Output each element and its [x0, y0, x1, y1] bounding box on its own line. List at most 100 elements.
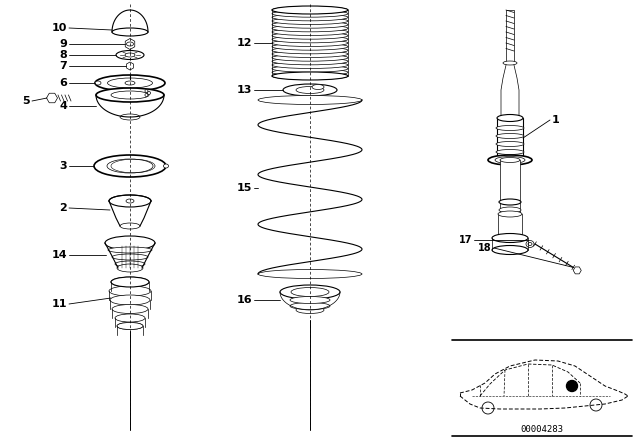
Bar	[497, 118, 523, 160]
Ellipse shape	[272, 6, 348, 14]
Ellipse shape	[488, 155, 532, 165]
Ellipse shape	[296, 306, 324, 314]
Ellipse shape	[272, 51, 348, 57]
Ellipse shape	[96, 88, 164, 102]
Ellipse shape	[290, 302, 330, 310]
Ellipse shape	[272, 10, 348, 17]
Ellipse shape	[111, 277, 149, 287]
Ellipse shape	[503, 61, 517, 65]
Ellipse shape	[272, 73, 348, 79]
Ellipse shape	[272, 47, 348, 54]
Ellipse shape	[495, 156, 525, 164]
Text: 7: 7	[60, 61, 67, 71]
Ellipse shape	[272, 7, 348, 13]
Ellipse shape	[492, 233, 528, 242]
Text: 13: 13	[237, 85, 252, 95]
Ellipse shape	[272, 39, 348, 47]
Ellipse shape	[497, 115, 523, 121]
Ellipse shape	[280, 285, 340, 299]
Circle shape	[145, 90, 148, 92]
Ellipse shape	[499, 207, 521, 213]
Ellipse shape	[117, 323, 143, 329]
Ellipse shape	[497, 156, 523, 164]
Ellipse shape	[115, 314, 145, 322]
Ellipse shape	[126, 199, 134, 203]
Ellipse shape	[258, 95, 362, 104]
Text: 17: 17	[458, 235, 472, 245]
Ellipse shape	[312, 85, 324, 90]
Circle shape	[145, 94, 148, 96]
Ellipse shape	[109, 286, 151, 296]
Ellipse shape	[272, 21, 348, 28]
Text: 9: 9	[59, 39, 67, 49]
Ellipse shape	[95, 75, 165, 91]
Bar	[498, 214, 522, 238]
Circle shape	[590, 399, 602, 411]
Ellipse shape	[94, 155, 166, 177]
Circle shape	[482, 402, 494, 414]
Ellipse shape	[272, 54, 348, 61]
Ellipse shape	[272, 72, 348, 80]
Ellipse shape	[272, 58, 348, 65]
Ellipse shape	[107, 159, 153, 173]
Ellipse shape	[498, 211, 522, 217]
Ellipse shape	[120, 223, 140, 229]
Text: 1: 1	[552, 115, 560, 125]
Ellipse shape	[258, 270, 362, 279]
Ellipse shape	[117, 323, 143, 329]
Ellipse shape	[272, 65, 348, 72]
Ellipse shape	[272, 29, 348, 35]
Text: 14: 14	[51, 250, 67, 260]
Ellipse shape	[108, 247, 152, 253]
Text: 16: 16	[236, 295, 252, 305]
Text: 11: 11	[51, 299, 67, 309]
Ellipse shape	[109, 195, 151, 207]
Text: 12: 12	[237, 38, 252, 48]
Ellipse shape	[112, 305, 148, 314]
Ellipse shape	[496, 134, 524, 138]
Ellipse shape	[290, 297, 330, 303]
Text: 15: 15	[237, 183, 252, 193]
Ellipse shape	[272, 32, 348, 39]
Ellipse shape	[272, 69, 348, 76]
Text: 4: 4	[59, 101, 67, 111]
Text: 2: 2	[60, 203, 67, 213]
Ellipse shape	[496, 125, 524, 130]
Ellipse shape	[500, 116, 520, 121]
Circle shape	[147, 91, 150, 95]
Ellipse shape	[283, 84, 337, 96]
Ellipse shape	[115, 261, 145, 267]
Text: 3: 3	[60, 161, 67, 171]
Ellipse shape	[108, 78, 152, 88]
Ellipse shape	[125, 53, 135, 57]
Text: 18: 18	[478, 243, 492, 253]
Ellipse shape	[500, 158, 520, 163]
Ellipse shape	[111, 91, 149, 99]
Text: 5: 5	[22, 96, 30, 106]
Ellipse shape	[110, 295, 150, 305]
Ellipse shape	[528, 242, 532, 246]
Bar	[500, 160, 520, 214]
Ellipse shape	[112, 254, 148, 260]
Ellipse shape	[120, 114, 140, 120]
Ellipse shape	[117, 264, 143, 272]
Ellipse shape	[163, 164, 168, 168]
Ellipse shape	[272, 25, 348, 32]
Ellipse shape	[272, 17, 348, 25]
Ellipse shape	[125, 81, 135, 85]
Ellipse shape	[498, 235, 522, 241]
Ellipse shape	[499, 199, 521, 205]
Text: 10: 10	[52, 23, 67, 33]
Ellipse shape	[496, 142, 524, 146]
Ellipse shape	[296, 86, 324, 94]
Ellipse shape	[272, 43, 348, 50]
Ellipse shape	[272, 61, 348, 69]
Ellipse shape	[116, 51, 144, 60]
Ellipse shape	[526, 241, 534, 247]
Ellipse shape	[492, 246, 528, 254]
Ellipse shape	[272, 14, 348, 21]
Text: 6: 6	[59, 78, 67, 88]
Circle shape	[566, 380, 577, 392]
Ellipse shape	[105, 236, 155, 250]
Text: 00004283: 00004283	[520, 425, 563, 434]
